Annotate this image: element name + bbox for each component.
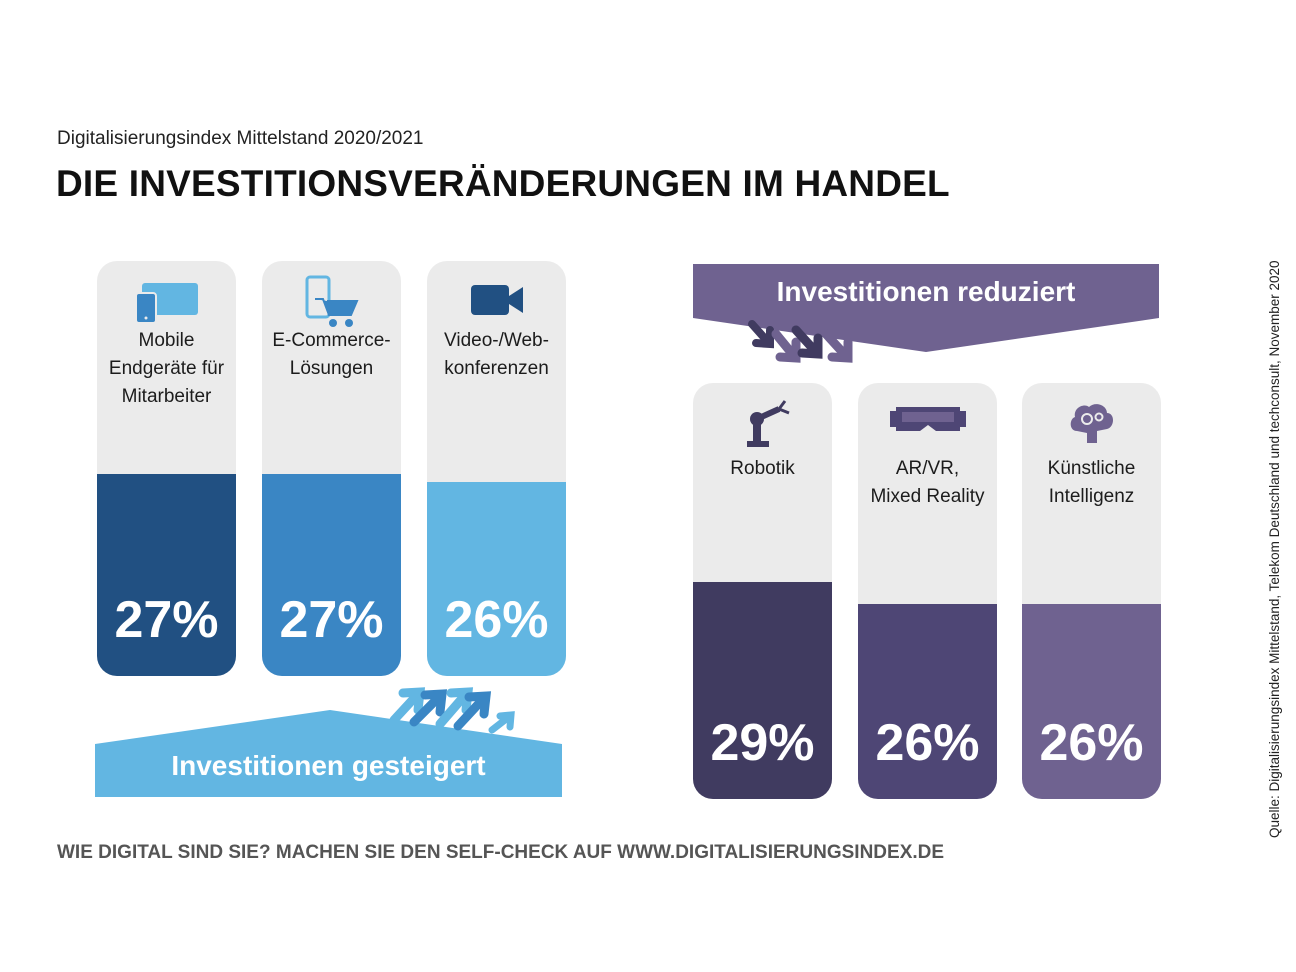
bar-label: Mobile Endgeräte für Mitarbeiter	[108, 330, 225, 407]
bar-card-arvr: AR/VR, Mixed Reality 26%	[858, 383, 997, 799]
robot-arm-icon	[746, 400, 790, 447]
bar-card-ki: Künstliche Intelligenz 26%	[1022, 383, 1161, 799]
bar-card-mobile: Mobile Endgeräte für Mitarbeiter 27%	[97, 261, 236, 676]
data-label: 27%	[279, 591, 384, 649]
bar-label: E-Commerce- Lösungen	[272, 330, 391, 379]
source-note: Quelle: Digitalisierungsindex Mittelstan…	[1267, 260, 1282, 838]
data-label: 29%	[710, 714, 815, 772]
bar-label: AR/VR, Mixed Reality	[870, 458, 985, 507]
video-camera-icon	[470, 285, 523, 315]
increased-banner-label: Investitionen gesteigert	[171, 750, 486, 781]
bar-fill	[858, 604, 997, 799]
bar-label: Video-/Web- konferenzen	[444, 330, 549, 379]
ecommerce-cart-icon	[305, 275, 359, 327]
bar-fill	[262, 474, 401, 676]
vr-headset-icon	[889, 407, 966, 431]
ai-brain-icon	[1070, 404, 1113, 443]
data-label: 26%	[444, 591, 549, 649]
subtitle: Digitalisierungsindex Mittelstand 2020/2…	[57, 128, 424, 149]
down-arrows-icon	[748, 320, 853, 363]
data-label: 26%	[1039, 714, 1144, 772]
bar-label: Robotik	[730, 458, 795, 479]
bar-label: Künstliche Intelligenz	[1047, 458, 1136, 507]
reduced-banner-shape	[693, 264, 1159, 352]
bar-card-video: Video-/Web- konferenzen 26%	[427, 261, 566, 676]
increased-banner-shape	[95, 710, 562, 797]
data-label: 27%	[114, 591, 219, 649]
data-label: 26%	[875, 714, 980, 772]
bar-fill	[97, 474, 236, 676]
footer-cta: WIE DIGITAL SIND SIE? MACHEN SIE DEN SEL…	[57, 842, 945, 863]
bar-fill	[1022, 604, 1161, 799]
bar-fill	[427, 482, 566, 676]
page-title: DIE INVESTITIONSVERÄNDERUNGEN IM HANDEL	[56, 163, 950, 204]
mobile-devices-icon	[134, 283, 198, 324]
up-arrows-icon	[389, 687, 515, 734]
bar-card-robotik: Robotik 29%	[693, 383, 832, 799]
bar-fill	[693, 582, 832, 799]
bar-card-ecommerce: E-Commerce- Lösungen 27%	[262, 261, 401, 676]
reduced-banner-label: Investitionen reduziert	[776, 276, 1076, 307]
